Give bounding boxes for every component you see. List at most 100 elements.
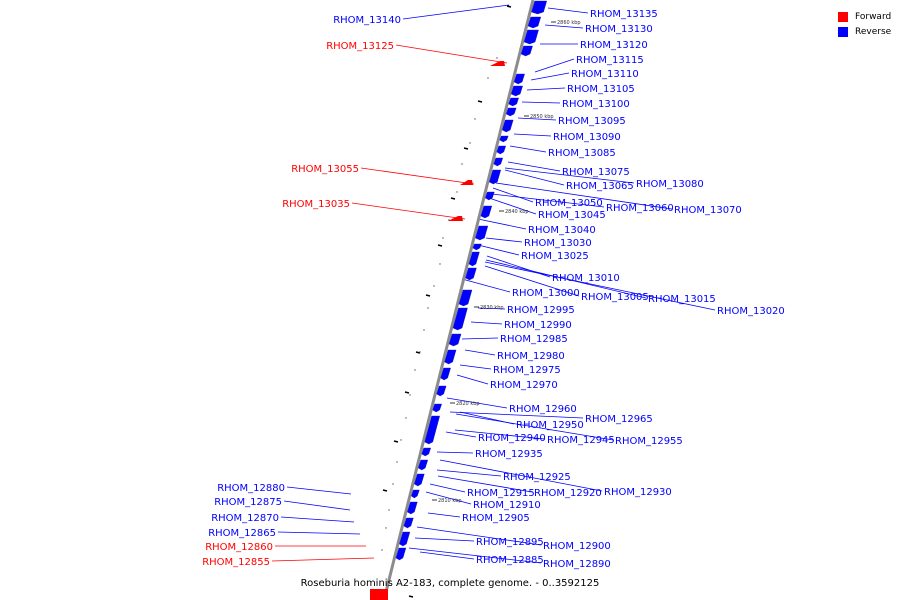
feature-mark: [404, 391, 410, 394]
tick-dot: [474, 118, 476, 120]
label-leaders: [271, 4, 716, 564]
leader-line: [454, 429, 546, 440]
leader-line: [484, 265, 580, 297]
gene-label: RHOM_12900: [543, 541, 611, 552]
leader-line: [283, 500, 351, 511]
tick-dot: [439, 263, 441, 265]
leader-line: [429, 483, 466, 493]
leader-line: [504, 167, 635, 184]
gene-label: RHOM_12915: [467, 488, 535, 499]
legend-reverse-label: Reverse: [855, 26, 892, 37]
gene-block: [411, 489, 420, 499]
gene-label: RHOM_12860: [205, 542, 273, 553]
gene-block: [444, 349, 457, 365]
feature-mark: [506, 5, 512, 8]
gene-label: RHOM_13055: [291, 164, 359, 175]
gene-block: [496, 145, 507, 155]
leader-line: [425, 491, 472, 505]
tick-dot: [456, 191, 458, 193]
leader-line: [492, 187, 534, 203]
gene-label: RHOM_13070: [674, 205, 742, 216]
leader-line: [395, 44, 508, 64]
gene-labels: RHOM_13140 RHOM_13135 RHOM_13130 RHOM_13125…: [202, 9, 785, 570]
gene-label: RHOM_12925: [503, 472, 571, 483]
gene-block: [414, 473, 425, 487]
leader-line: [271, 557, 375, 562]
tick-dot: [392, 483, 394, 485]
tick-dot: [396, 461, 398, 463]
gene-block: [505, 107, 517, 117]
leader-line: [517, 117, 557, 121]
gene-block: [510, 85, 523, 97]
scale-label: 2860 kbp: [557, 20, 581, 26]
gene-label: RHOM_13035: [282, 199, 350, 210]
tick-dot: [388, 509, 390, 511]
tick-dot: [381, 549, 383, 551]
genome-caption: Roseburia hominis A2-183, complete genom…: [300, 578, 600, 589]
gene-label: RHOM_13075: [562, 167, 630, 178]
leader-line: [464, 349, 496, 356]
tick-dot: [423, 329, 425, 331]
leader-line: [507, 161, 561, 172]
leader-line: [488, 197, 537, 215]
gene-label: RHOM_13080: [636, 179, 704, 190]
gene-block: [499, 135, 509, 143]
gene-block: [501, 119, 514, 133]
leader-line: [485, 237, 523, 243]
scale-label: 2850 kbp: [530, 114, 554, 120]
gene-block: [403, 517, 414, 529]
tick-dot: [496, 57, 498, 59]
gene-block: [458, 289, 473, 307]
gene-label: RHOM_12945: [547, 435, 615, 446]
gene-label: RHOM_12910: [473, 500, 541, 511]
gene-label: RHOM_12950: [516, 420, 584, 431]
leader-line: [509, 145, 547, 153]
gene-label: RHOM_13100: [562, 99, 630, 110]
tick-dot: [469, 142, 471, 144]
gene-label: RHOM_12990: [504, 320, 572, 331]
gene-label: RHOM_12905: [462, 513, 530, 524]
gene-label: RHOM_13000: [512, 288, 580, 299]
leader-line: [402, 4, 510, 20]
gene-label: RHOM_12880: [217, 483, 285, 494]
leader-line: [530, 72, 570, 81]
tick-dot: [487, 77, 489, 79]
leader-line: [446, 397, 508, 409]
leader-line: [461, 278, 511, 293]
gene-label: RHOM_12885: [476, 555, 544, 566]
leader-line: [416, 526, 542, 546]
gene-block: [513, 73, 525, 85]
leader-line: [351, 202, 466, 220]
leader-line: [439, 459, 603, 492]
gene-block: [468, 251, 480, 267]
gene-label: RHOM_13005: [581, 292, 649, 303]
gene-block-forward: [460, 180, 473, 185]
leader-line: [513, 133, 552, 137]
gene-block: [523, 29, 539, 45]
gene-label: RHOM_13090: [553, 132, 621, 143]
leader-line: [277, 531, 361, 535]
tick-dot: [419, 351, 421, 353]
gene-block: [407, 501, 418, 515]
gene-label: RHOM_13095: [558, 116, 626, 127]
gene-label: RHOM_13105: [567, 84, 635, 95]
gene-block: [436, 385, 447, 397]
gene-label: RHOM_12940: [478, 433, 546, 444]
feature-mark: [382, 489, 388, 492]
gene-block: [493, 157, 504, 167]
scale-label: 2830 kbp: [480, 305, 504, 311]
leader-line: [504, 169, 565, 186]
gene-block-forward: [448, 216, 463, 221]
gene-block: [432, 403, 442, 413]
tick-dot: [461, 163, 463, 165]
scale-marks: 2860 kbp 2850 kbp 2840 kbp 2830 kbp 2820 kbp…: [381, 5, 581, 598]
leader-line: [427, 512, 461, 518]
gene-label: RHOM_12895: [476, 537, 544, 548]
gene-label: RHOM_12855: [202, 557, 270, 568]
tick-dot: [442, 237, 444, 239]
feature-mark: [477, 100, 483, 103]
gene-label: RHOM_12920: [534, 488, 602, 499]
gene-label: RHOM_12965: [585, 414, 653, 425]
gene-block: [421, 447, 432, 457]
gene-block: [424, 415, 440, 445]
